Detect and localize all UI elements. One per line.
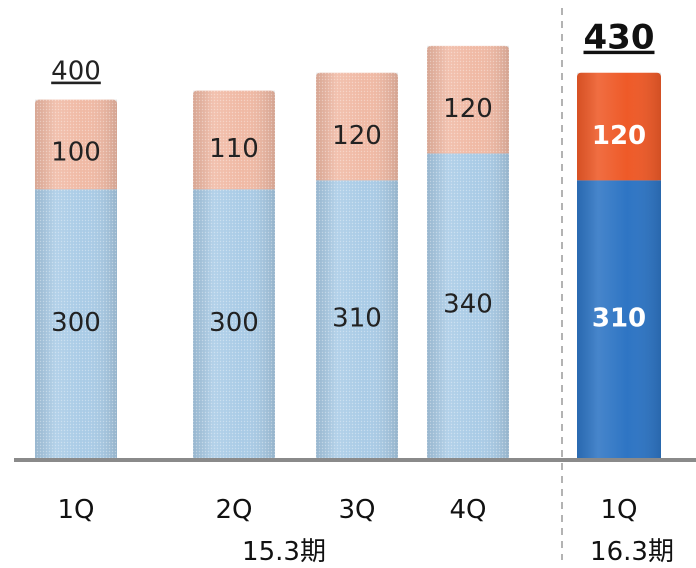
value-label-bottom-3: 310 [332,303,382,333]
bar-texture-top-3 [316,72,398,181]
value-label-top-4: 120 [443,94,493,124]
period-label-1: 15.3期 [242,537,326,567]
value-label-bottom-5: 310 [592,303,646,333]
bar-texture-top-2 [193,90,275,190]
value-label-bottom-1: 300 [51,308,101,338]
x-axis-baseline [14,458,696,462]
labels-layer: 300 100 1Q 400 300 110 2Q 310 120 3Q 340 120 4Q 310 12… [51,18,674,567]
bar-texture-top-4 [427,45,509,154]
bar-texture-bottom-3 [316,180,398,459]
bar-texture-bottom-1 [35,189,117,458]
value-label-top-5: 120 [592,121,646,151]
total-label-5: 430 [584,18,655,58]
bar-texture-bottom-4 [427,153,509,459]
bar-texture-top-1 [35,99,117,190]
bar-texture-bottom-2 [193,189,275,458]
value-label-top-1: 100 [51,138,101,168]
total-label-1: 400 [51,57,101,87]
value-label-bottom-4: 340 [443,290,493,320]
value-label-bottom-2: 300 [209,308,259,338]
bar-shading-bottom-5 [577,180,661,459]
category-label-3: 3Q [338,495,375,525]
value-label-top-2: 110 [209,134,259,164]
period-label-2: 16.3期 [590,537,674,567]
category-label-1: 1Q [57,495,94,525]
value-label-top-3: 120 [332,121,382,151]
category-label-5: 1Q [600,495,637,525]
bars-layer [14,8,696,560]
bar-shading-top-5 [577,72,661,181]
category-label-4: 4Q [449,495,486,525]
category-label-2: 2Q [215,495,252,525]
